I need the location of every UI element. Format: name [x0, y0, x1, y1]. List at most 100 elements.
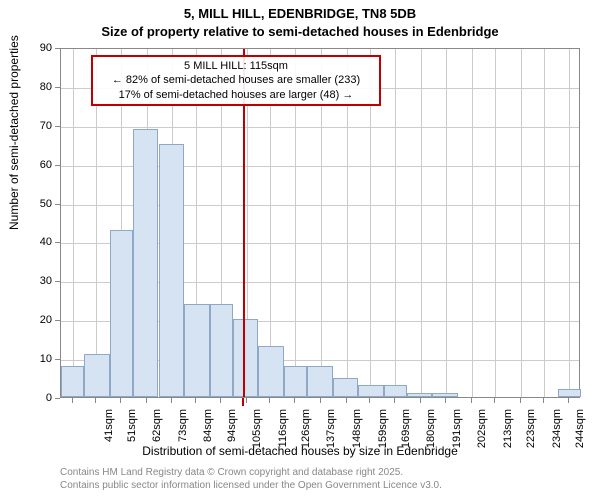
x-tick [269, 398, 270, 403]
histogram-bar [258, 346, 284, 397]
x-tick-label: 41sqm [103, 409, 115, 449]
annotation-box: 5 MILL HILL: 115sqm ← 82% of semi-detache… [91, 55, 381, 106]
x-tick [494, 398, 495, 403]
x-tick [420, 398, 421, 403]
x-tick-label: 213sqm [502, 409, 514, 449]
chart-container: 5, MILL HILL, EDENBRIDGE, TN8 5DB Size o… [0, 0, 600, 500]
x-tick [543, 398, 544, 403]
y-tick-label: 80 [40, 81, 52, 93]
x-tick [346, 398, 347, 403]
x-tick-label: 84sqm [202, 409, 214, 449]
footer-text: Contains HM Land Registry data © Crown c… [60, 466, 442, 492]
grid-line-vertical [395, 49, 396, 397]
grid-line-vertical [495, 49, 496, 397]
histogram-bar [184, 304, 210, 397]
x-tick-label: 159sqm [377, 409, 389, 449]
x-tick-label: 223sqm [525, 409, 537, 449]
x-tick [120, 398, 121, 403]
y-tick [55, 242, 60, 243]
grid-line-vertical [544, 49, 545, 397]
x-tick-label: 148sqm [351, 409, 363, 449]
marker-tick [242, 398, 244, 406]
y-tick [55, 320, 60, 321]
x-tick-label: 116sqm [277, 409, 289, 449]
annotation-line3: 17% of semi-detached houses are larger (… [119, 89, 354, 101]
x-tick [220, 398, 221, 403]
grid-line-vertical [521, 49, 522, 397]
grid-line-vertical [446, 49, 447, 397]
histogram-bar [432, 393, 458, 397]
y-tick-label: 30 [40, 275, 52, 287]
histogram-bar [110, 230, 133, 397]
x-tick [369, 398, 370, 403]
x-tick [471, 398, 472, 403]
histogram-bar [84, 354, 110, 397]
x-tick [195, 398, 196, 403]
histogram-bar [159, 144, 185, 397]
x-tick-label: 169sqm [400, 409, 412, 449]
footer-line1: Contains HM Land Registry data © Crown c… [60, 467, 403, 478]
x-tick-label: 73sqm [177, 409, 189, 449]
x-tick-label: 191sqm [451, 409, 463, 449]
x-tick [445, 398, 446, 403]
x-tick [568, 398, 569, 403]
histogram-bar [333, 378, 359, 397]
grid-line-horizontal [61, 127, 579, 128]
x-tick-label: 244sqm [574, 409, 586, 449]
y-tick-label: 90 [40, 42, 52, 54]
histogram-bar [210, 304, 233, 397]
y-tick [55, 87, 60, 88]
y-tick-label: 10 [40, 353, 52, 365]
y-tick-label: 20 [40, 314, 52, 326]
x-tick-label: 137sqm [325, 409, 337, 449]
y-tick-label: 0 [46, 392, 52, 404]
x-tick [171, 398, 172, 403]
y-tick-label: 70 [40, 120, 52, 132]
histogram-bar [284, 366, 307, 397]
y-tick [55, 204, 60, 205]
x-tick [394, 398, 395, 403]
x-tick [246, 398, 247, 403]
histogram-bar [358, 385, 384, 397]
histogram-bar [61, 366, 84, 397]
x-tick [95, 398, 96, 403]
x-tick-label: 126sqm [300, 409, 312, 449]
x-tick [520, 398, 521, 403]
histogram-bar [133, 129, 159, 397]
histogram-bar [307, 366, 333, 397]
histogram-bar [384, 385, 407, 397]
annotation-line1: 5 MILL HILL: 115sqm [184, 60, 288, 72]
x-tick-label: 105sqm [251, 409, 263, 449]
x-tick-label: 234sqm [551, 409, 563, 449]
histogram-bar [558, 389, 581, 397]
y-tick-label: 40 [40, 236, 52, 248]
x-tick-label: 62sqm [151, 409, 163, 449]
x-tick-label: 94sqm [226, 409, 238, 449]
grid-line-vertical [569, 49, 570, 397]
grid-line-vertical [472, 49, 473, 397]
histogram-bar [407, 393, 433, 397]
y-tick [55, 359, 60, 360]
y-tick [55, 48, 60, 49]
chart-title-line2: Size of property relative to semi-detach… [0, 24, 600, 39]
plot-area: 5 MILL HILL: 115sqm ← 82% of semi-detache… [60, 48, 580, 398]
x-tick [294, 398, 295, 403]
histogram-bar [233, 319, 259, 397]
y-tick-label: 50 [40, 198, 52, 210]
chart-title-line1: 5, MILL HILL, EDENBRIDGE, TN8 5DB [0, 6, 600, 21]
y-tick [55, 281, 60, 282]
y-axis-label: Number of semi-detached properties [7, 35, 21, 230]
x-tick-label: 202sqm [476, 409, 488, 449]
y-tick [55, 165, 60, 166]
x-tick [146, 398, 147, 403]
y-tick-label: 60 [40, 159, 52, 171]
footer-line2: Contains public sector information licen… [60, 480, 442, 491]
grid-line-vertical [421, 49, 422, 397]
y-tick [55, 398, 60, 399]
x-tick-label: 180sqm [425, 409, 437, 449]
x-tick [72, 398, 73, 403]
y-tick [55, 126, 60, 127]
annotation-line2: ← 82% of semi-detached houses are smalle… [112, 74, 360, 86]
grid-line-vertical [73, 49, 74, 397]
x-tick [320, 398, 321, 403]
